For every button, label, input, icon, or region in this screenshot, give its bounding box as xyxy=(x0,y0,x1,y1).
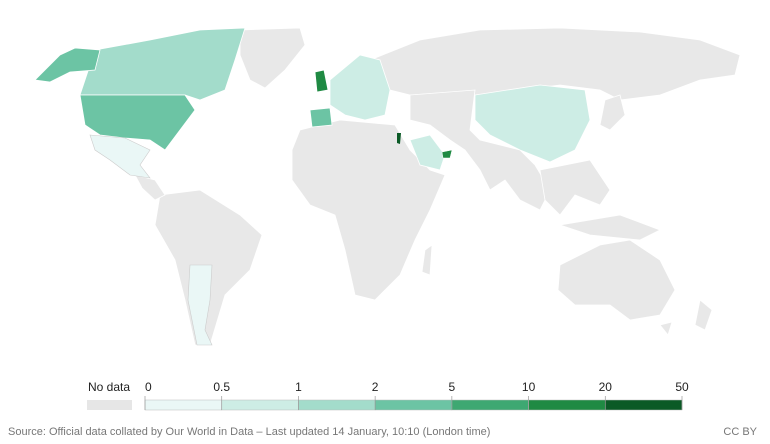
legend-tick-label: 1 xyxy=(295,380,302,394)
legend-tick-label: 10 xyxy=(522,380,536,394)
source-note: Source: Official data collated by Our Wo… xyxy=(8,426,490,438)
africa-shape xyxy=(291,119,446,301)
legend-tick-label: 2 xyxy=(372,380,379,394)
israel-shape xyxy=(397,133,401,144)
central-america-shape xyxy=(134,174,166,201)
legend-bin xyxy=(374,399,453,411)
canada-shape xyxy=(79,27,246,101)
greenland-shape xyxy=(239,27,306,89)
legend-bin xyxy=(221,399,299,411)
uae-shape xyxy=(441,149,453,159)
legend: No data 0 0.5 1 2 5 10 20 50 xyxy=(87,380,689,411)
uk-shape xyxy=(314,69,329,93)
legend-tick-label: 0 xyxy=(145,380,152,394)
legend-bin xyxy=(451,399,529,411)
legend-bin xyxy=(605,399,683,411)
nz-shape xyxy=(694,299,713,331)
china-shape xyxy=(474,84,591,163)
legend-bin xyxy=(298,399,376,411)
alaska-shape xyxy=(34,47,101,83)
no-data-swatch xyxy=(87,400,132,410)
asia-shape xyxy=(409,89,551,211)
license: CC BY xyxy=(723,426,757,438)
no-data-label: No data xyxy=(88,380,130,394)
australia-shape xyxy=(557,239,676,336)
mexico-shape xyxy=(89,134,151,179)
se-asia-shape xyxy=(539,159,661,241)
legend-tick-label: 50 xyxy=(675,380,689,394)
legend-bin xyxy=(528,399,606,411)
legend-tick-label: 5 xyxy=(449,380,456,394)
world-map xyxy=(34,27,741,346)
saudi-shape xyxy=(409,134,446,171)
usa-shape xyxy=(79,94,196,151)
legend-tick-label: 20 xyxy=(599,380,613,394)
argentina-shape xyxy=(187,264,213,346)
madagascar-shape xyxy=(421,244,433,276)
iberia-shape xyxy=(309,107,333,128)
europe-shape xyxy=(329,54,391,121)
legend-bin xyxy=(144,399,222,411)
japan-shape xyxy=(599,94,626,131)
legend-tick-label: 0.5 xyxy=(213,380,230,394)
